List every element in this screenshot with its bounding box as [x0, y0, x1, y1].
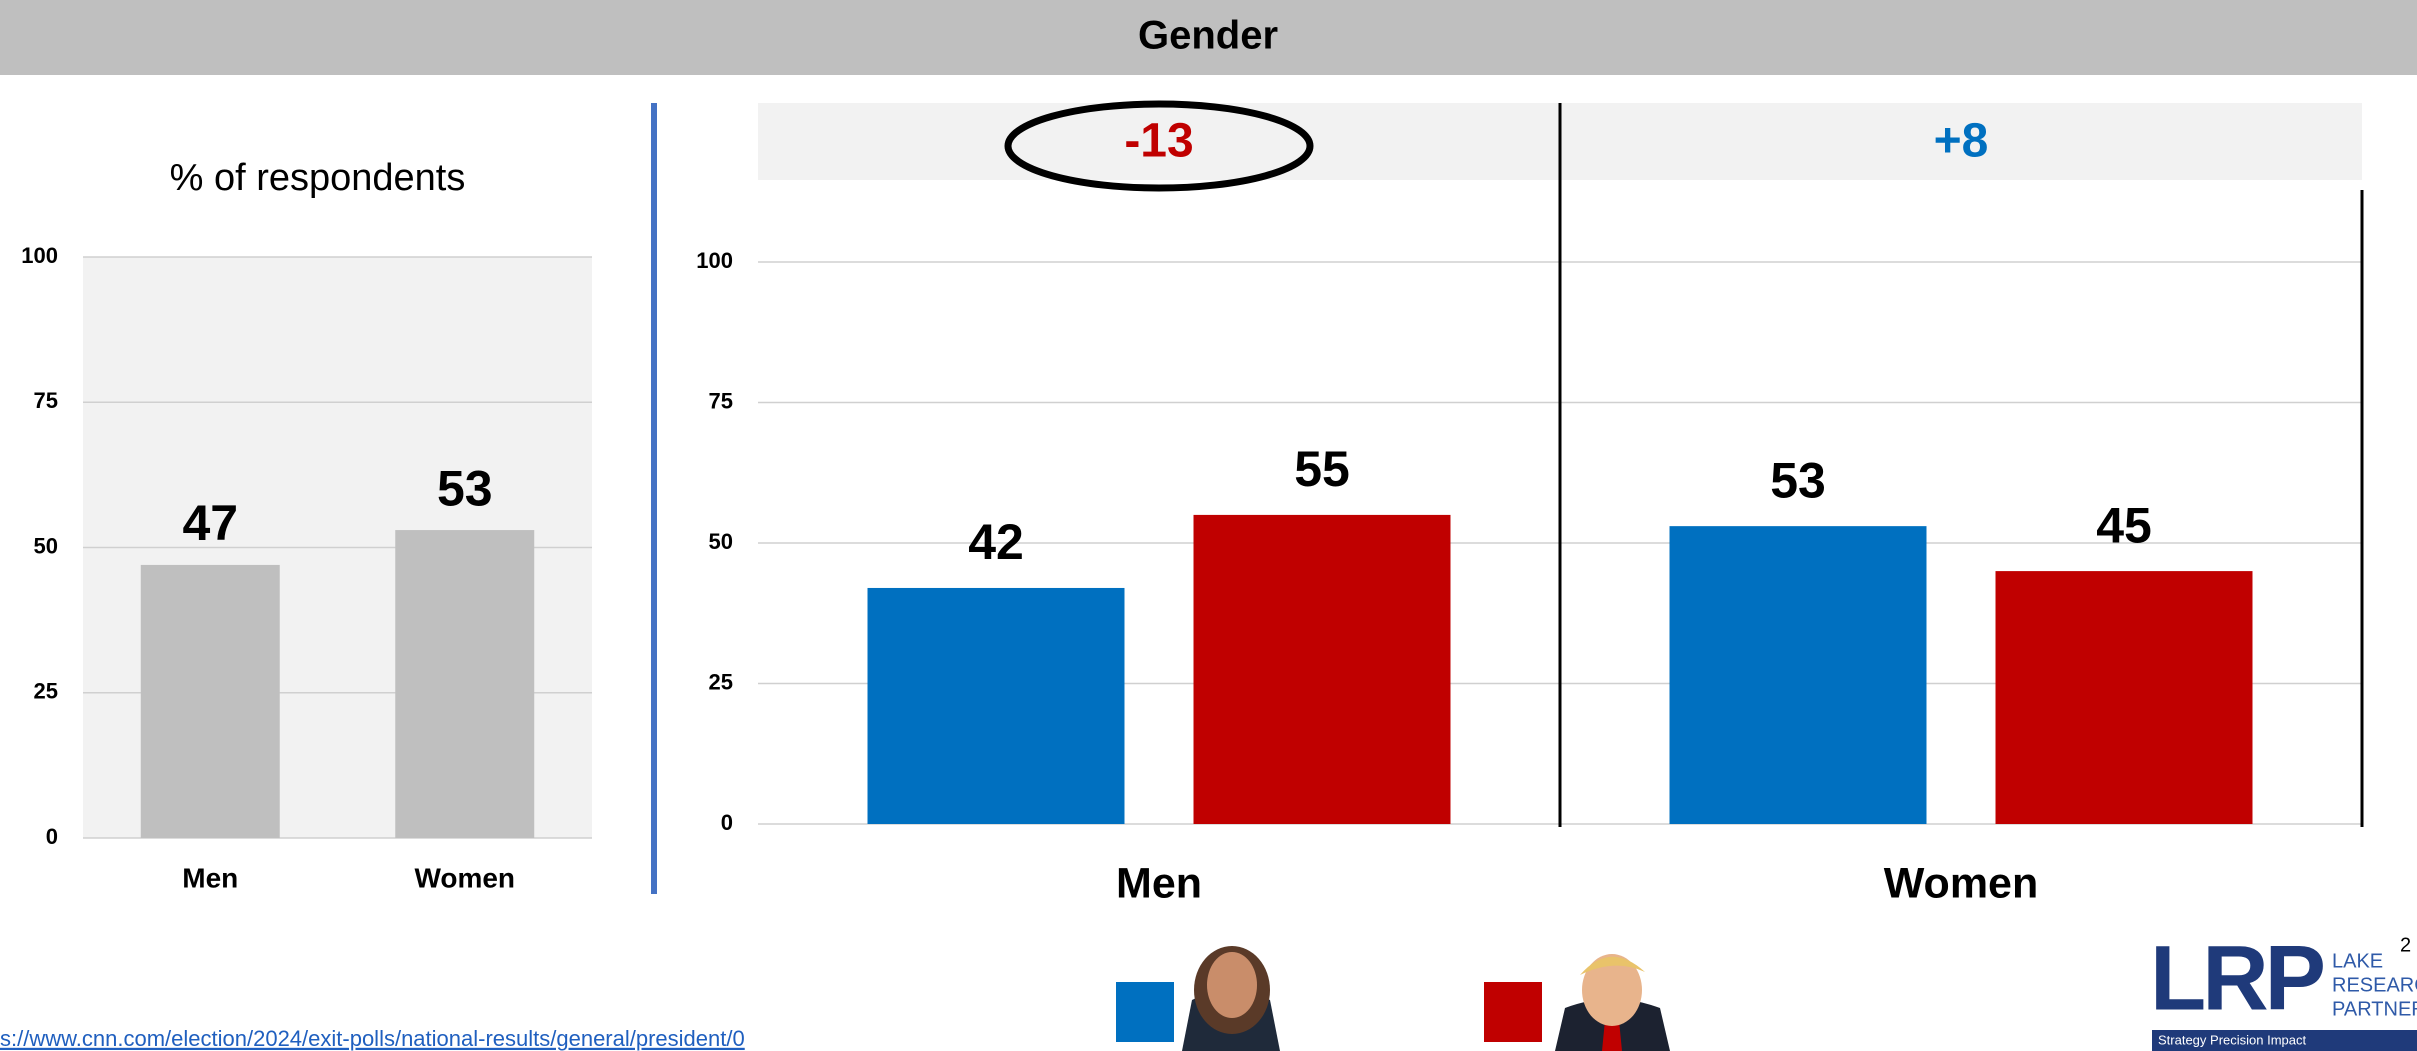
- x-tick-label: Women: [1884, 859, 2039, 907]
- bar: [1996, 571, 2253, 824]
- difference-label: +8: [1934, 115, 1989, 168]
- page: {"header": {"title": "Gender"}, "chart_d…: [0, 0, 2417, 1051]
- bar: [1670, 526, 1927, 824]
- logo-line: LAKE: [2332, 950, 2383, 972]
- y-tick-label: 50: [34, 533, 58, 558]
- y-tick-label: 50: [709, 529, 733, 554]
- value-label: 53: [1770, 452, 1826, 508]
- logo-mark: LRP: [2150, 927, 2324, 1029]
- value-label: 45: [2096, 497, 2152, 553]
- difference-label: -13: [1124, 115, 1193, 168]
- y-tick-label: 0: [46, 824, 58, 849]
- bar: [868, 588, 1125, 824]
- x-tick-label: Women: [414, 862, 515, 893]
- value-label: 55: [1294, 441, 1350, 497]
- chart-title: % of respondents: [170, 157, 466, 199]
- candidate-avatar-blue: [1182, 946, 1280, 1051]
- value-label: 47: [182, 495, 238, 551]
- value-label: 53: [437, 460, 493, 516]
- divider: [651, 103, 657, 894]
- candidate-avatar-red: [1555, 954, 1670, 1051]
- logo-tagline: Strategy Precision Impact: [2158, 1032, 2307, 1047]
- y-tick-label: 25: [709, 669, 733, 694]
- y-tick-label: 25: [34, 679, 58, 704]
- logo: LRP LAKE RESEARC PARTNER Strategy Precis…: [2150, 927, 2417, 1051]
- y-tick-label: 100: [696, 248, 733, 273]
- bar: [395, 530, 534, 838]
- y-tick-label: 75: [34, 388, 58, 413]
- slide-title: Gender: [1138, 14, 1278, 58]
- page-number: 2: [2400, 934, 2411, 956]
- logo-line: RESEARC: [2332, 974, 2417, 996]
- y-tick-label: 0: [721, 810, 733, 835]
- bar: [1194, 515, 1451, 824]
- y-tick-label: 75: [709, 388, 733, 413]
- source-link[interactable]: s://www.cnn.com/election/2024/exit-polls…: [0, 1026, 745, 1051]
- slide: Gender LRP LAKE RESEARC PARTNER Strategy…: [0, 0, 2417, 1051]
- logo-line: PARTNER: [2332, 998, 2417, 1020]
- bar: [141, 565, 280, 838]
- legend-swatch: [1484, 982, 1542, 1042]
- y-tick-label: 100: [21, 243, 58, 268]
- legend-swatch: [1116, 982, 1174, 1042]
- value-label: 42: [968, 514, 1024, 570]
- x-tick-label: Men: [1116, 859, 1202, 907]
- x-tick-label: Men: [182, 862, 238, 893]
